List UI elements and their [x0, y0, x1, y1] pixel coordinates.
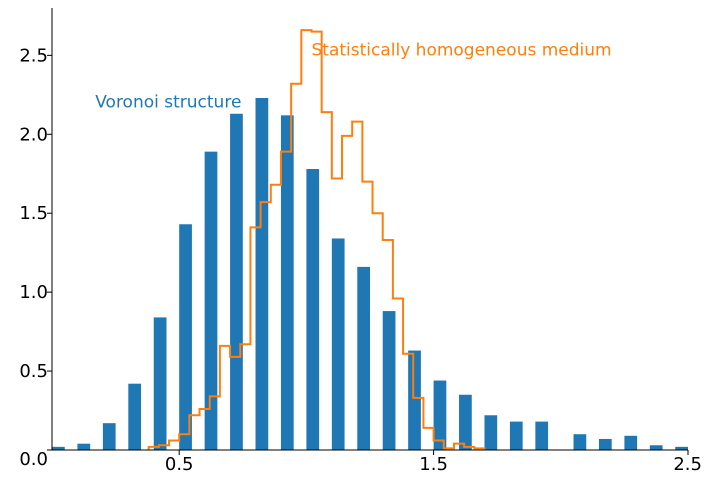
bar: [306, 169, 320, 450]
bar: [255, 97, 269, 450]
bar: [52, 446, 65, 450]
bar: [459, 394, 472, 450]
x-tick-label: 0.5: [165, 454, 194, 475]
bar: [573, 434, 587, 450]
homogeneous-label: Statistically homogeneous medium: [311, 40, 611, 60]
bar: [675, 446, 688, 450]
bar: [382, 311, 396, 450]
y-ticks: 0.0 0.5 1.0 1.5 2.0 2.5: [19, 45, 52, 470]
x-tick-label: 1.5: [419, 454, 448, 475]
bar: [77, 443, 91, 450]
bar: [484, 415, 498, 450]
y-tick-label: 1.0: [19, 282, 48, 303]
y-tick-label: 2.0: [19, 124, 48, 145]
x-tick-label: 2.5: [673, 454, 702, 475]
voronoi-label: Voronoi structure: [95, 92, 241, 112]
bar: [408, 350, 421, 450]
y-tick-label: 0.5: [19, 361, 48, 382]
bar: [357, 266, 370, 450]
bar: [649, 445, 663, 450]
y-tick-label: 0.0: [19, 449, 48, 470]
bar: [280, 115, 294, 450]
bar: [331, 238, 345, 450]
bar: [153, 317, 167, 450]
bar: [128, 383, 142, 450]
bar: [598, 438, 612, 450]
y-tick-label: 2.5: [19, 45, 48, 66]
y-tick-label: 1.5: [19, 203, 48, 224]
bar: [102, 423, 116, 450]
bar: [624, 435, 638, 450]
homogeneous-step-line: [147, 29, 486, 450]
voronoi-bars: [52, 97, 688, 450]
bar: [509, 421, 523, 450]
bar: [433, 380, 447, 450]
bar: [179, 224, 192, 450]
x-ticks: 0.5 1.5 2.5: [165, 450, 702, 475]
bar: [230, 113, 243, 450]
bar: [535, 421, 549, 450]
bar: [204, 151, 218, 450]
